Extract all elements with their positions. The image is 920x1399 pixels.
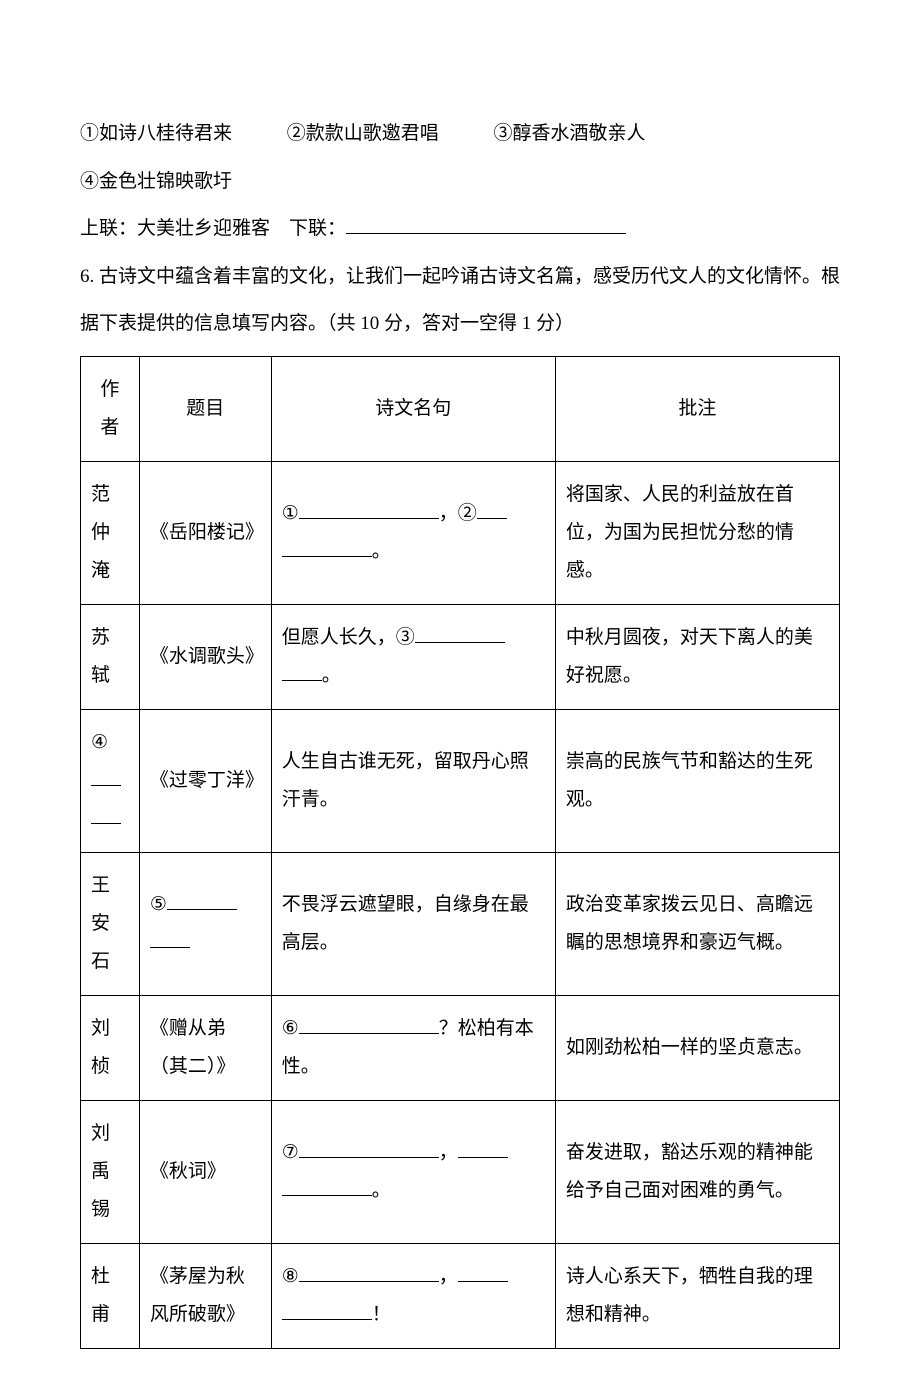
cell-verse: ⑧ ， ！ xyxy=(271,1243,555,1348)
verse-suffix: 。 xyxy=(372,541,391,562)
table-row: 苏轼 《水调歌头》 但愿人长久，③ 。 中秋月圆夜，对天下离人的美好祝愿。 xyxy=(81,604,840,709)
cell-note: 奋发进取，豁达乐观的精神能给予自己面对困难的勇气。 xyxy=(555,1100,839,1243)
blank xyxy=(91,803,121,824)
header-author: 作者 xyxy=(81,356,140,461)
verse-prefix: ① xyxy=(282,503,299,524)
blank xyxy=(299,1137,439,1158)
question-6: 6. 古诗文中蕴含着丰富的文化，让我们一起吟诵古诗文名篇，感受历代文人的文化情怀… xyxy=(80,253,840,348)
blank xyxy=(415,622,505,643)
cell-note: 如刚劲松柏一样的坚贞意志。 xyxy=(555,995,839,1100)
upper-label: 上联： xyxy=(80,218,137,239)
q6-text: 古诗文中蕴含着丰富的文化，让我们一起吟诵古诗文名篇，感受历代文人的文化情怀。根据… xyxy=(80,266,840,335)
cell-author: 刘桢 xyxy=(81,995,140,1100)
author-prefix: ④ xyxy=(91,732,108,753)
cell-author: 范仲淹 xyxy=(81,461,140,604)
lower-label: 下联： xyxy=(289,218,346,239)
option-4: ④金色壮锦映歌圩 xyxy=(80,158,232,206)
option-3: ③醇香水酒敬亲人 xyxy=(494,110,646,158)
cell-author: 王安石 xyxy=(81,852,140,995)
cell-author: 刘禹锡 xyxy=(81,1100,140,1243)
cell-title: 《过零丁洋》 xyxy=(139,709,271,852)
blank xyxy=(282,1175,372,1196)
verse-prefix: ⑦ xyxy=(282,1142,299,1163)
cell-title: 《水调歌头》 xyxy=(139,604,271,709)
blank xyxy=(282,536,372,557)
cell-note: 崇高的民族气节和豁达的生死观。 xyxy=(555,709,839,852)
verse-prefix: 但愿人长久，③ xyxy=(282,627,415,648)
cell-title: ⑤ xyxy=(139,852,271,995)
blank xyxy=(477,498,507,519)
table-row: 刘桢 《赠从弟（其二）》 ⑥？松柏有本性。 如刚劲松柏一样的坚贞意志。 xyxy=(81,995,840,1100)
table-row: ④ 《过零丁洋》 人生自古谁无死，留取丹心照汗青。 崇高的民族气节和豁达的生死观… xyxy=(81,709,840,852)
cell-author: 杜甫 xyxy=(81,1243,140,1348)
cell-title: 《茅屋为秋风所破歌》 xyxy=(139,1243,271,1348)
verse-suffix: ！ xyxy=(372,1304,391,1325)
cell-author: ④ xyxy=(81,709,140,852)
option-1: ①如诗八桂待君来 xyxy=(80,110,232,158)
title-prefix: ⑤ xyxy=(150,894,167,915)
blank xyxy=(150,927,190,948)
cell-verse: 人生自古谁无死，留取丹心照汗青。 xyxy=(271,709,555,852)
verse-suffix: 。 xyxy=(322,665,341,686)
option-2: ②款款山歌邀君唱 xyxy=(287,110,439,158)
cell-verse: 不畏浮云遮望眼，自缘身在最高层。 xyxy=(271,852,555,995)
cell-verse: 但愿人长久，③ 。 xyxy=(271,604,555,709)
verse-mid: ，② xyxy=(439,503,477,524)
poem-table: 作者 题目 诗文名句 批注 范仲淹 《岳阳楼记》 ① ，② 。 将国家、人民的利益放… xyxy=(80,356,840,1349)
cell-note: 将国家、人民的利益放在首位，为国为民担忧分愁的情感。 xyxy=(555,461,839,604)
couplet-line: 上联：大美壮乡迎雅客 下联： xyxy=(80,205,840,253)
cell-verse: ① ，② 。 xyxy=(271,461,555,604)
table-row: 杜甫 《茅屋为秋风所破歌》 ⑧ ， ！ 诗人心系天下，牺牲自我的理想和精神。 xyxy=(81,1243,840,1348)
header-note: 批注 xyxy=(555,356,839,461)
blank xyxy=(167,889,237,910)
cell-author: 苏轼 xyxy=(81,604,140,709)
table-row: 王安石 ⑤ 不畏浮云遮望眼，自缘身在最高层。 政治变革家拨云见日、高瞻远瞩的思想… xyxy=(81,852,840,995)
verse-mid: ， xyxy=(439,1142,458,1163)
cell-note: 政治变革家拨云见日、高瞻远瞩的思想境界和豪迈气概。 xyxy=(555,852,839,995)
cell-title: 《秋词》 xyxy=(139,1100,271,1243)
blank xyxy=(458,1261,508,1282)
verse-prefix: ⑧ xyxy=(282,1266,299,1287)
table-row: 范仲淹 《岳阳楼记》 ① ，② 。 将国家、人民的利益放在首位，为国为民担忧分愁的情… xyxy=(81,461,840,604)
options-line: ①如诗八桂待君来 ②款款山歌邀君唱 ③醇香水酒敬亲人 ④金色壮锦映歌圩 xyxy=(80,110,840,205)
blank xyxy=(458,1137,508,1158)
verse-suffix: 。 xyxy=(372,1180,391,1201)
cell-note: 中秋月圆夜，对天下离人的美好祝愿。 xyxy=(555,604,839,709)
upper-text: 大美壮乡迎雅客 xyxy=(137,218,270,239)
cell-title: 《赠从弟（其二）》 xyxy=(139,995,271,1100)
table-header-row: 作者 题目 诗文名句 批注 xyxy=(81,356,840,461)
blank xyxy=(91,765,121,786)
verse-prefix: ⑥ xyxy=(282,1018,299,1039)
cell-note: 诗人心系天下，牺牲自我的理想和精神。 xyxy=(555,1243,839,1348)
header-verse: 诗文名句 xyxy=(271,356,555,461)
cell-verse: ⑥？松柏有本性。 xyxy=(271,995,555,1100)
couplet-blank xyxy=(346,211,626,234)
blank xyxy=(282,660,322,681)
verse-mid: ， xyxy=(439,1266,458,1287)
q6-number: 6. xyxy=(80,266,99,287)
table-row: 刘禹锡 《秋词》 ⑦ ， 。 奋发进取，豁达乐观的精神能给予自己面对困难的勇气。 xyxy=(81,1100,840,1243)
cell-title: 《岳阳楼记》 xyxy=(139,461,271,604)
blank xyxy=(299,1013,439,1034)
blank xyxy=(299,1261,439,1282)
header-title: 题目 xyxy=(139,356,271,461)
blank xyxy=(299,498,439,519)
cell-verse: ⑦ ， 。 xyxy=(271,1100,555,1243)
